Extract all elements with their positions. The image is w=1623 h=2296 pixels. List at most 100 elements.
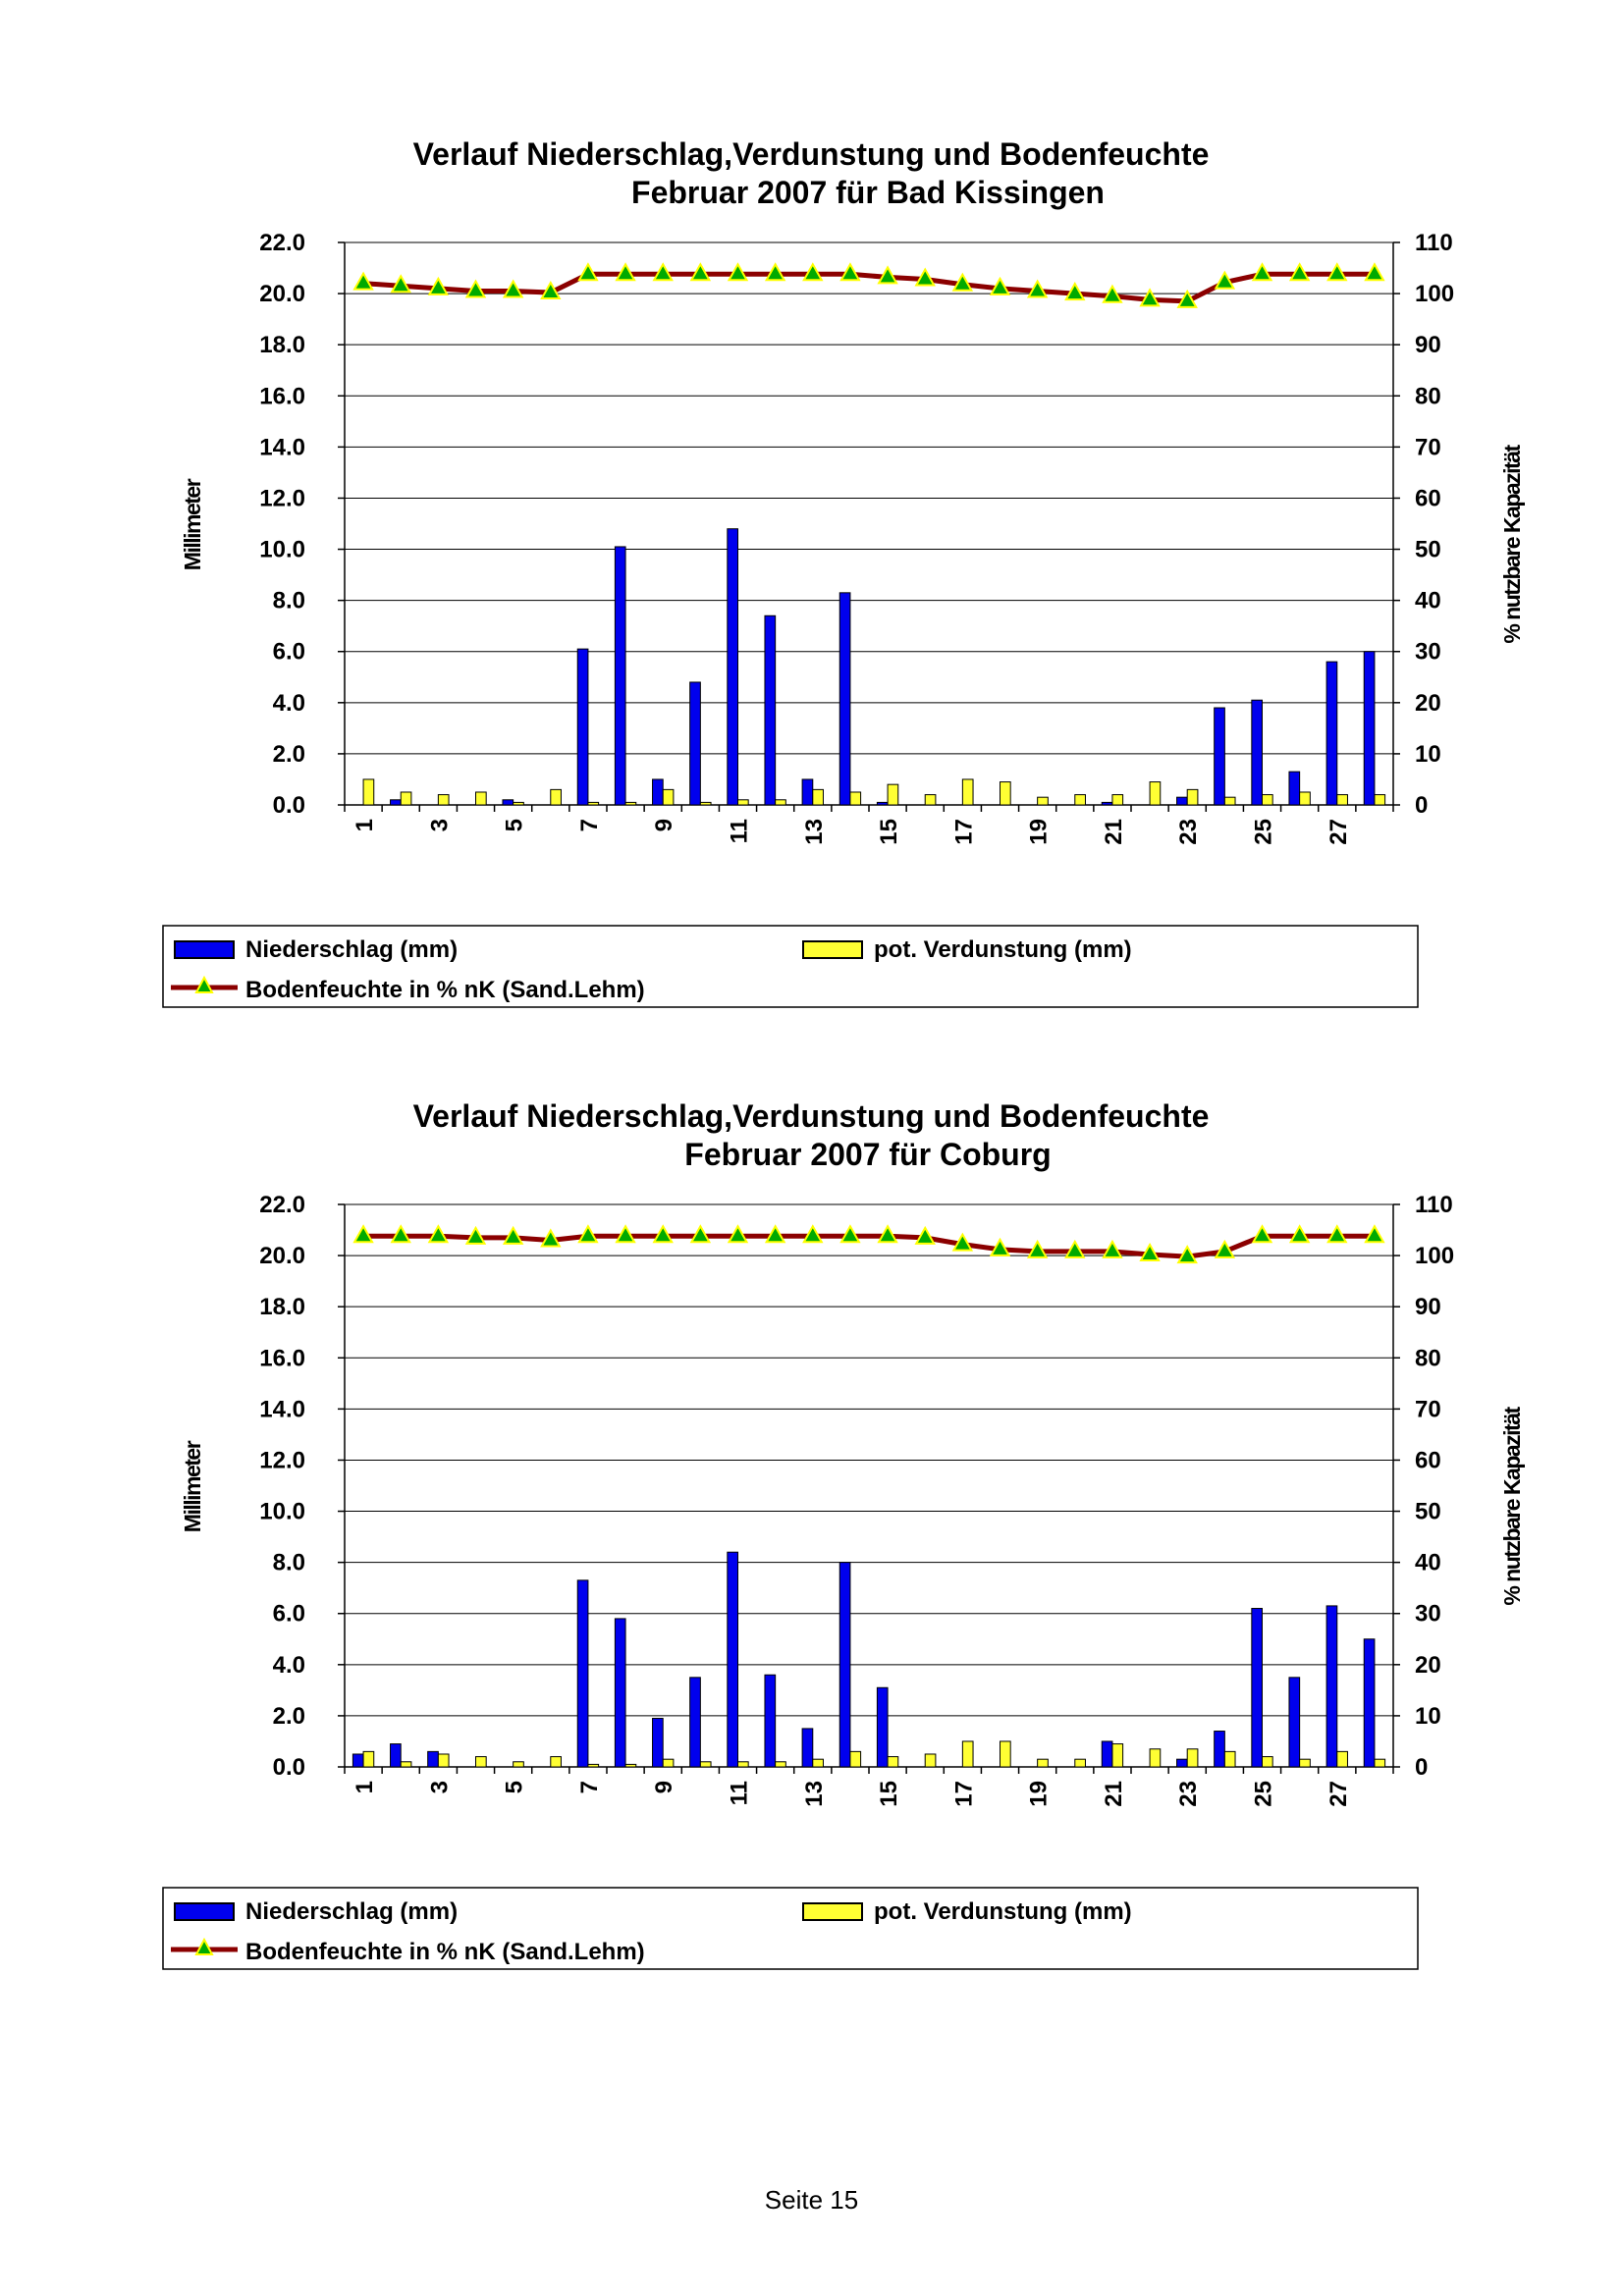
x-tick-label: 3 xyxy=(426,1781,453,1793)
bodenfeuchte-marker xyxy=(615,1224,636,1244)
x-tick-label: 1 xyxy=(352,819,378,831)
chart-bad-kissingen: Verlauf Niederschlag,Verdunstung und Bod… xyxy=(0,128,1623,1041)
bar-verdunstung xyxy=(662,1758,675,1768)
y2-tick-label: 50 xyxy=(1415,537,1441,563)
bar-niederschlag xyxy=(352,1753,364,1768)
bar-niederschlag xyxy=(1288,771,1301,806)
bar-niederschlag xyxy=(1176,796,1188,806)
bar-verdunstung xyxy=(699,1761,712,1768)
bodenfeuchte-marker xyxy=(839,262,861,282)
x-tick-label: 7 xyxy=(576,1781,603,1793)
bar-verdunstung xyxy=(1111,1743,1124,1768)
y2-tick-label: 40 xyxy=(1415,1550,1441,1576)
bar-verdunstung xyxy=(887,783,899,806)
bodenfeuchte-line xyxy=(363,1233,1375,1259)
bodenfeuchte-marker xyxy=(727,262,749,282)
bar-verdunstung xyxy=(1262,794,1273,806)
x-tick-label: 21 xyxy=(1101,819,1127,845)
bar-verdunstung xyxy=(849,791,862,806)
bar-verdunstung xyxy=(550,1756,562,1768)
y2-tick-label: 20 xyxy=(1415,690,1441,717)
plot-area: 0.0 0 2.0 10 4.0 20 6.0 30 8.0 40 10.0 50 12.0 60 14.0… xyxy=(259,1192,1454,1807)
y2-tick-label: 0 xyxy=(1415,1754,1428,1781)
bar-verdunstung xyxy=(1074,794,1086,806)
y2-tick-label: 20 xyxy=(1415,1652,1441,1679)
y2-tick-label: 30 xyxy=(1415,1601,1441,1628)
y2-axis-label: % nutzbare Kapazität xyxy=(1499,445,1525,644)
bar-niederschlag xyxy=(876,1686,889,1768)
bar-verdunstung xyxy=(362,1750,375,1768)
y2-tick-label: 80 xyxy=(1415,383,1441,409)
bar-verdunstung xyxy=(400,1761,412,1768)
y2-tick-label: 10 xyxy=(1415,1703,1441,1730)
bar-verdunstung xyxy=(513,1761,524,1768)
bodenfeuchte-marker xyxy=(1326,1224,1348,1244)
bar-verdunstung xyxy=(887,1756,899,1768)
y-tick-label: 4.0 xyxy=(273,690,305,717)
y-tick-label: 14.0 xyxy=(259,434,305,460)
legend-swatch-niederschlag xyxy=(174,940,235,959)
bodenfeuchte-marker xyxy=(615,262,636,282)
bodenfeuchte-marker xyxy=(1026,1239,1049,1258)
bodenfeuchte-marker xyxy=(464,1225,487,1245)
bodenfeuchte-marker xyxy=(577,262,599,282)
bar-verdunstung xyxy=(1037,1758,1049,1768)
y-axis-label: Millimeter xyxy=(180,478,205,570)
y-tick-label: 0.0 xyxy=(273,1754,305,1781)
bar-niederschlag xyxy=(614,1618,626,1768)
x-tick-label: 11 xyxy=(727,819,753,843)
bar-verdunstung xyxy=(737,799,749,806)
x-tick-label: 3 xyxy=(426,819,453,831)
bar-niederschlag xyxy=(801,778,814,806)
bar-verdunstung xyxy=(1262,1756,1273,1768)
y2-tick-label: 60 xyxy=(1415,485,1441,511)
chart-1-svg: Verlauf Niederschlag,Verdunstung und Bod… xyxy=(162,136,1525,1008)
x-tick-label: 27 xyxy=(1325,1781,1352,1807)
bar-verdunstung xyxy=(1000,781,1011,806)
bar-verdunstung xyxy=(1149,781,1162,806)
bar-niederschlag xyxy=(390,1743,402,1768)
bodenfeuchte-marker xyxy=(540,281,562,300)
bodenfeuchte-marker xyxy=(764,1224,786,1244)
bar-niederschlag xyxy=(390,799,402,806)
bar-niederschlag xyxy=(727,1551,739,1768)
legend-swatch-verdunstung xyxy=(802,940,863,959)
bar-verdunstung xyxy=(1186,788,1199,806)
bar-verdunstung xyxy=(849,1750,862,1768)
y2-tick-label: 50 xyxy=(1415,1499,1441,1525)
bodenfeuchte-marker xyxy=(502,1225,524,1245)
bodenfeuchte-marker xyxy=(689,262,712,282)
bar-verdunstung xyxy=(550,788,562,806)
y-tick-label: 2.0 xyxy=(273,741,305,768)
chart-title-line1: Verlauf Niederschlag,Verdunstung und Bod… xyxy=(413,136,1210,172)
bodenfeuchte-marker xyxy=(540,1228,562,1248)
bar-niederschlag xyxy=(614,546,626,806)
legend-label-verdunstung: pot. Verdunstung (mm) xyxy=(874,1898,1132,1925)
y2-tick-label: 70 xyxy=(1415,1396,1441,1422)
bar-niederschlag xyxy=(1214,1731,1225,1768)
bar-verdunstung xyxy=(1299,791,1311,806)
bar-niederschlag xyxy=(502,799,514,806)
bar-niederschlag xyxy=(801,1728,814,1768)
bar-niederschlag xyxy=(1363,651,1376,806)
x-tick-label: 23 xyxy=(1175,819,1202,845)
legend-label-bodenfeuchte: Bodenfeuchte in % nK (Sand.Lehm) xyxy=(245,1939,645,1965)
bodenfeuchte-marker xyxy=(951,272,974,292)
bodenfeuchte-marker xyxy=(502,279,524,298)
bar-verdunstung xyxy=(1074,1758,1086,1768)
bodenfeuchte-marker xyxy=(727,1224,749,1244)
y2-tick-label: 100 xyxy=(1415,1243,1454,1269)
bar-verdunstung xyxy=(475,1756,487,1768)
bar-verdunstung xyxy=(775,1761,786,1768)
y-tick-label: 16.0 xyxy=(259,1345,305,1371)
y-tick-label: 2.0 xyxy=(273,1703,305,1730)
bar-niederschlag xyxy=(1363,1638,1376,1768)
bodenfeuchte-marker xyxy=(352,271,374,291)
bar-niederschlag xyxy=(576,1579,589,1768)
bar-niederschlag xyxy=(1325,1605,1338,1768)
x-tick-label: 17 xyxy=(950,819,977,845)
bar-verdunstung xyxy=(1111,794,1124,806)
y-tick-label: 6.0 xyxy=(273,1601,305,1628)
chart-title-line2: Februar 2007 für Coburg xyxy=(684,1137,1051,1172)
bodenfeuchte-marker xyxy=(427,1224,450,1244)
